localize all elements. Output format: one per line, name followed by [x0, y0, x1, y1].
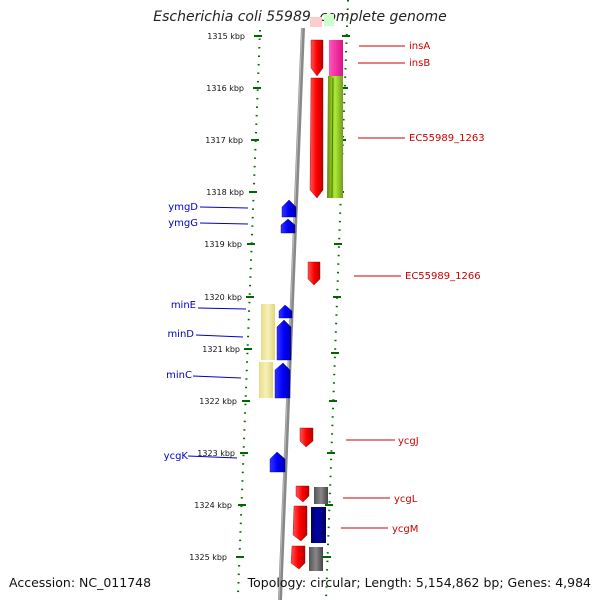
scale-label: 1317 kbp — [205, 136, 243, 145]
gene-label-ymgG[interactable]: ymgG — [168, 218, 198, 229]
gene-ycgJ[interactable] — [299, 427, 314, 448]
gene-label-minD[interactable]: minD — [167, 329, 194, 340]
gene-gray-bottom[interactable] — [309, 547, 323, 571]
outer-left-dotted-track — [237, 29, 261, 596]
cog-minC-yellow[interactable] — [259, 362, 273, 398]
gene-red-bottom[interactable] — [290, 545, 306, 570]
forward-genes — [290, 39, 324, 570]
gene-label-EC55989-1266[interactable]: EC55989_1266 — [405, 271, 481, 282]
scale-label: 1316 kbp — [206, 84, 244, 93]
gene-insA-long[interactable] — [309, 77, 324, 199]
gene-label-minC[interactable]: minC — [166, 370, 192, 381]
gene-minE[interactable] — [278, 304, 293, 319]
scale-label: 1318 kbp — [206, 188, 244, 197]
scale-label: 1321 kbp — [202, 345, 240, 354]
faded-gene — [310, 17, 322, 27]
gene-label-ycgM[interactable]: ycgM — [392, 524, 418, 535]
map-title: Escherichia coli 55989, complete genome — [153, 9, 447, 25]
gene-label-ycgK[interactable]: ycgK — [164, 451, 189, 462]
green-gene-stripe — [331, 77, 334, 199]
scale-label: 1320 kbp — [204, 293, 242, 302]
gene-ycgM-navy[interactable] — [311, 507, 326, 543]
accession-text: Accession: NC_011748 — [9, 575, 152, 590]
gene-ycgL-gray[interactable] — [314, 487, 328, 504]
gene-insA[interactable] — [310, 39, 324, 77]
scale-label: 1323 kbp — [197, 449, 235, 458]
genome-summary-text: Topology: circular; Length: 5,154,862 bp… — [247, 575, 591, 590]
gene-ycgL[interactable] — [295, 485, 310, 503]
gene-ycgK[interactable] — [269, 451, 286, 473]
faded-gene — [324, 14, 334, 26]
gene-label-minE[interactable]: minE — [171, 300, 196, 311]
reverse-genes — [269, 199, 297, 473]
gene-label-ycgJ[interactable]: ycgJ — [398, 436, 419, 447]
gene-label-insB[interactable]: insB — [409, 58, 430, 69]
scale-labels: 1315 kbp 1316 kbp 1317 kbp 1318 kbp 1319… — [189, 32, 245, 562]
left-label-lines — [187, 206, 249, 459]
scale-label: 1319 kbp — [204, 240, 242, 249]
gene-EC55989-1266[interactable] — [307, 261, 321, 286]
scale-label: 1324 kbp — [194, 501, 232, 510]
gene-minD[interactable] — [276, 319, 292, 361]
right-labels: insA insB EC55989_1263 EC55989_1266 ycgJ… — [392, 41, 485, 535]
gene-insB-pink[interactable] — [329, 40, 343, 76]
gene-label-insA[interactable]: insA — [409, 41, 430, 52]
scale-label: 1322 kbp — [199, 397, 237, 406]
gene-label-ycgL[interactable]: ycgL — [394, 494, 418, 505]
gene-ymgD[interactable] — [281, 199, 297, 218]
left-labels: ymgD ymgG minE minD minC ycgK — [164, 202, 199, 462]
gene-label-EC55989-1263[interactable]: EC55989_1263 — [409, 133, 485, 144]
right-label-lines — [341, 45, 405, 529]
gene-minC[interactable] — [274, 362, 291, 399]
gene-label-ymgD[interactable]: ymgD — [168, 202, 198, 213]
scale-label: 1325 kbp — [189, 553, 227, 562]
gene-ycgM[interactable] — [292, 505, 308, 542]
gene-EC55989-1263-green[interactable] — [327, 76, 343, 198]
cog-minD-yellow[interactable] — [261, 304, 275, 360]
scale-label: 1315 kbp — [207, 32, 245, 41]
gene-ymgG[interactable] — [280, 218, 296, 234]
